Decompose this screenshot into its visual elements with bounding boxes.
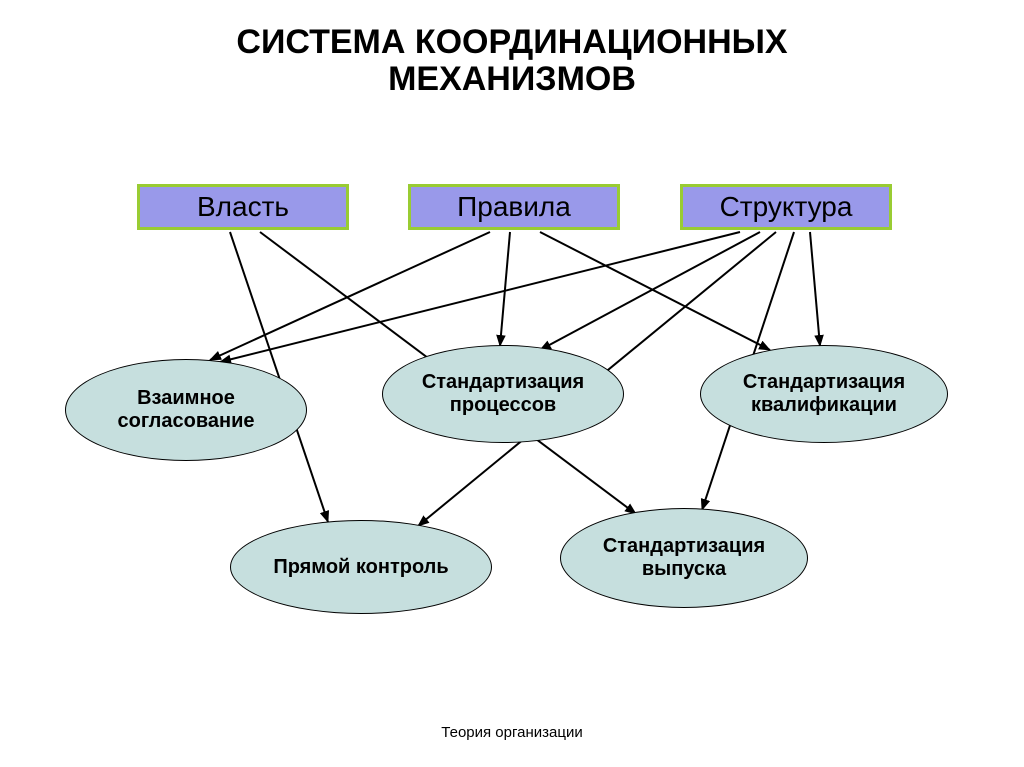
ellipse-mutual: Взаимное согласование [65,359,307,461]
ellipse-proc: Стандартизация процессов [382,345,624,443]
title-line2: МЕХАНИЗМОВ [388,60,636,98]
edge-structure-qual [810,232,820,346]
ellipse-proc-label: Стандартизация процессов [422,371,584,417]
edge-structure-mutual [220,232,740,362]
title-line1: СИСТЕМА КООРДИНАЦИОННЫХ [236,23,787,61]
box-rules-label: Правила [457,191,571,223]
ellipse-qual: Стандартизация квалификации [700,345,948,443]
box-power: Власть [137,184,349,230]
box-structure: Структура [680,184,892,230]
ellipse-control: Прямой контроль [230,520,492,614]
edge-rules-proc [500,232,510,346]
edge-structure-proc [540,232,760,350]
ellipse-control-label: Прямой контроль [273,556,448,579]
diagram-canvas: СИСТЕМА КООРДИНАЦИОННЫХ МЕХАНИЗМОВ Власт… [0,0,1024,767]
box-rules: Правила [408,184,620,230]
ellipse-qual-label: Стандартизация квалификации [743,371,905,417]
diagram-title: СИСТЕМА КООРДИНАЦИОННЫХ МЕХАНИЗМОВ [0,24,1024,99]
edge-rules-qual [540,232,770,350]
ellipse-output: Стандартизация выпуска [560,508,808,608]
box-power-label: Власть [197,191,289,223]
ellipse-mutual-label: Взаимное согласование [118,387,255,433]
ellipse-output-label: Стандартизация выпуска [603,535,765,581]
edge-rules-mutual [210,232,490,360]
footer-text: Теория организации [0,724,1024,741]
box-structure-label: Структура [720,191,853,223]
